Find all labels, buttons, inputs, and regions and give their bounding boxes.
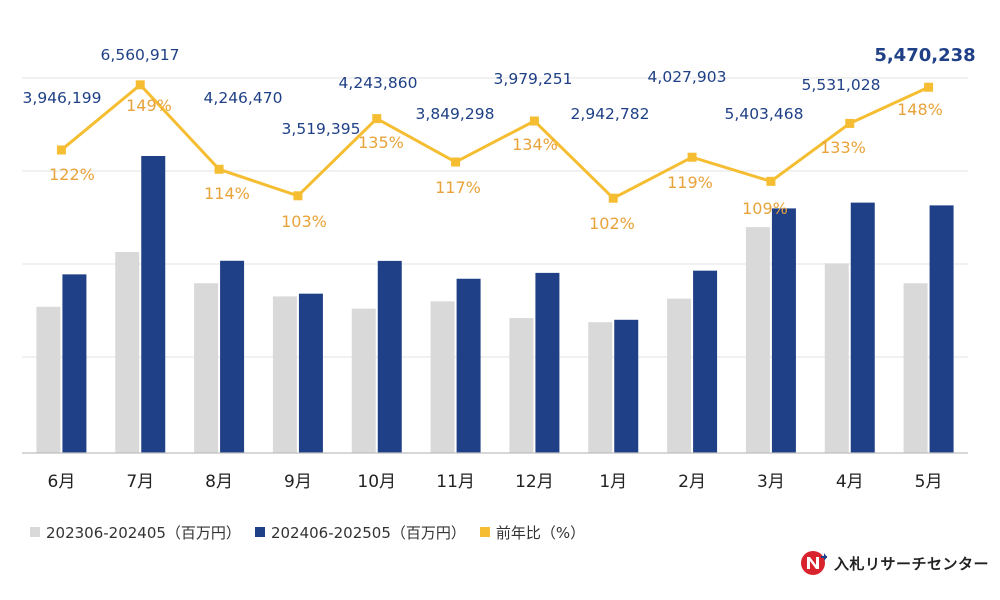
- pct-label: 135%: [358, 133, 404, 152]
- legend-item-prev[interactable]: 202306-202405（百万円）: [30, 522, 241, 543]
- bar-curr: [298, 293, 323, 453]
- bar-prev: [509, 318, 534, 453]
- ratio-point: [529, 116, 539, 126]
- ratio-point: [608, 193, 618, 203]
- x-tick-label: 11月: [436, 472, 475, 492]
- ratio-point: [135, 80, 145, 90]
- pct-label: 149%: [126, 96, 172, 115]
- x-tick-label: 10月: [357, 472, 396, 492]
- bar-curr: [456, 278, 481, 453]
- legend-label-prev: 202306-202405（百万円）: [46, 523, 241, 542]
- x-tick-label: 12月: [515, 472, 554, 492]
- ratio-point: [924, 82, 934, 92]
- bar-prev: [351, 308, 376, 453]
- x-tick-label: 5月: [915, 472, 943, 492]
- bar-curr: [535, 272, 560, 453]
- legend-label-ratio: 前年比（%）: [495, 523, 586, 542]
- value-label: 3,979,251: [494, 70, 573, 88]
- pct-label: 109%: [742, 199, 788, 218]
- ratio-line-path: [60, 82, 930, 201]
- ratio-point: [372, 114, 382, 124]
- pct-label: 148%: [897, 100, 943, 119]
- legend-swatch-curr: [254, 527, 265, 537]
- x-tick-label: 7月: [126, 472, 154, 492]
- bar-curr: [929, 205, 954, 453]
- bar-prev: [588, 322, 613, 453]
- bar-prev: [272, 296, 297, 453]
- bar-curr: [377, 260, 402, 453]
- pct-label: 114%: [204, 184, 250, 203]
- combo-chart: 6月 7月 8月 9月 10月 11月 12月 1月 2月 3月 4月 5月 3,946,199 6,5…: [22, 45, 976, 492]
- pct-label: 134%: [512, 135, 558, 154]
- x-tick-label: 4月: [836, 472, 864, 492]
- ratio-point: [56, 145, 66, 155]
- value-label: 4,027,903: [648, 68, 727, 86]
- legend-swatch-prev: [30, 527, 40, 537]
- bar-curr: [62, 274, 87, 453]
- value-label: 5,531,028: [802, 76, 881, 94]
- x-tick-label: 6月: [48, 472, 76, 492]
- bar-curr: [220, 260, 245, 453]
- pct-label: 103%: [281, 212, 327, 231]
- value-label: 3,849,298: [416, 105, 495, 123]
- x-axis: 6月 7月 8月 9月 10月 11月 12月 1月 2月 3月 4月 5月: [22, 452, 968, 492]
- ratio-point: [845, 118, 855, 128]
- x-tick-label: 1月: [599, 472, 627, 492]
- gridlines: [22, 77, 968, 358]
- value-label: 4,243,860: [339, 74, 418, 92]
- legend-item-curr[interactable]: 202406-202505（百万円）: [254, 522, 466, 543]
- pct-label: 117%: [435, 178, 481, 197]
- ratio-point: [687, 152, 697, 162]
- x-tick-label: 3月: [757, 472, 785, 492]
- value-label: 2,942,782: [571, 105, 650, 123]
- legend: 202306-202405（百万円） 202406-202505（百万円） 前年…: [30, 520, 585, 544]
- value-label: 4,246,470: [204, 89, 283, 107]
- value-label: 6,560,917: [101, 46, 180, 64]
- bar-curr: [614, 319, 639, 453]
- value-label: 5,470,238: [874, 45, 975, 66]
- bar-curr: [693, 270, 718, 453]
- data-labels: 3,946,199 6,560,917 4,246,470 3,519,395 4,24…: [23, 45, 976, 233]
- pct-label: 119%: [667, 173, 713, 192]
- brand-logo-text: 入札リサーチセンター: [834, 554, 990, 573]
- legend-swatch-ratio: [479, 527, 490, 537]
- bar-prev: [36, 306, 61, 453]
- pct-label: 102%: [589, 214, 635, 233]
- bar-prev: [115, 252, 140, 453]
- legend-item-ratio[interactable]: 前年比（%）: [479, 522, 586, 543]
- ratio-point: [214, 164, 224, 174]
- ratio-point: [451, 157, 461, 167]
- bar-curr: [771, 208, 796, 453]
- bar-prev: [194, 283, 219, 453]
- bar-curr: [141, 156, 166, 454]
- x-tick-label: 9月: [284, 472, 312, 492]
- pct-label: 133%: [820, 138, 866, 157]
- ratio-point: [293, 191, 303, 201]
- pct-label: 122%: [49, 165, 95, 184]
- bar-prev: [903, 283, 928, 453]
- value-label: 3,519,395: [282, 120, 361, 138]
- value-label: 5,403,468: [725, 105, 804, 123]
- brand-logo-icon: [801, 551, 827, 575]
- x-tick-label: 2月: [678, 472, 706, 492]
- ratio-line: [56, 80, 934, 203]
- bar-prev: [430, 301, 455, 453]
- bar-prev: [824, 263, 849, 453]
- bar-curr: [850, 202, 875, 453]
- ratio-point: [766, 176, 776, 186]
- x-tick-label: 8月: [205, 472, 233, 492]
- bars: [36, 156, 954, 454]
- legend-label-curr: 202406-202505（百万円）: [270, 523, 466, 542]
- bar-prev: [745, 227, 770, 453]
- bar-prev: [667, 298, 692, 453]
- brand-logo: 入札リサーチセンター: [800, 548, 989, 578]
- value-label: 3,946,199: [23, 89, 102, 107]
